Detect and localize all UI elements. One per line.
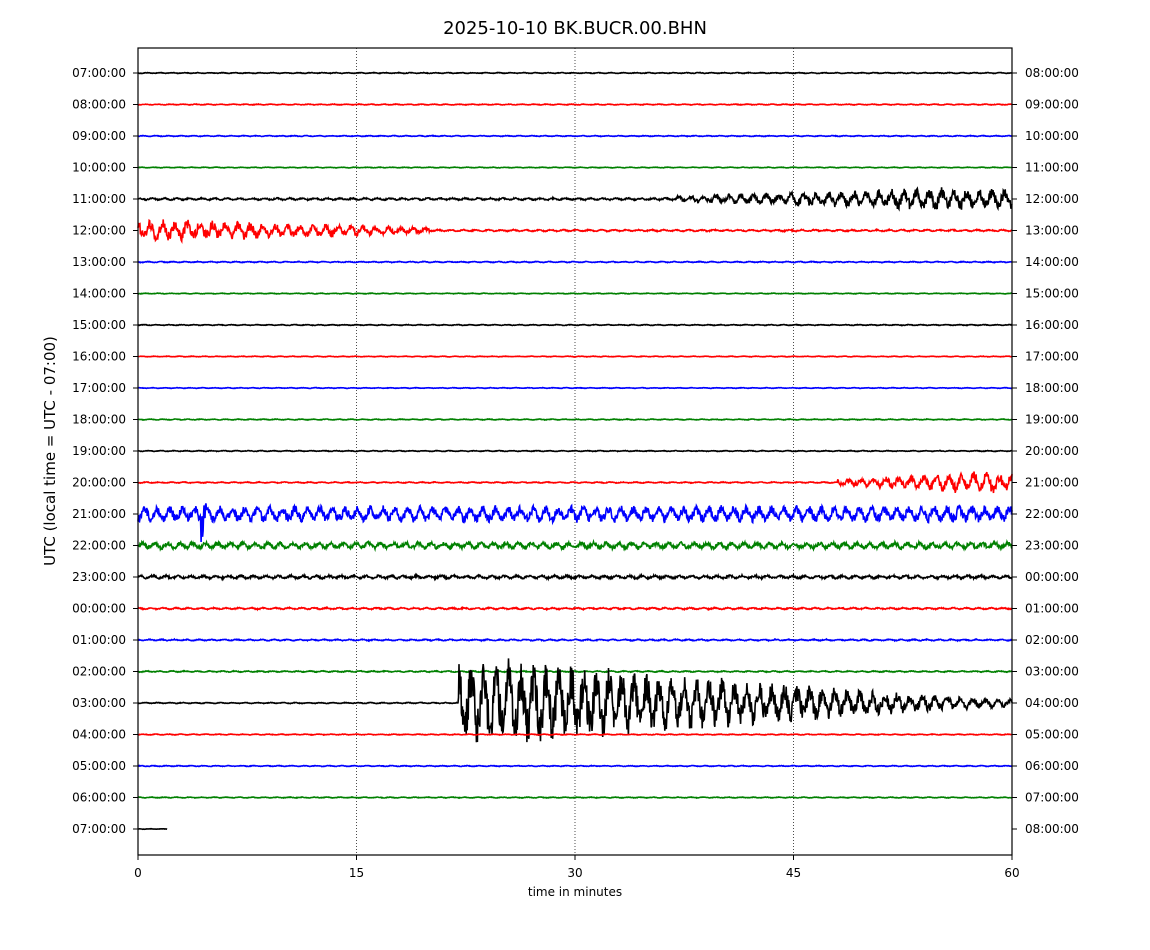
x-tick-label: 15 — [349, 866, 364, 880]
trace-line — [138, 732, 1013, 737]
x-tick-label: 60 — [1004, 866, 1019, 880]
trace-line — [137, 186, 1013, 212]
right-tick-label: 03:00:00 — [1025, 665, 1079, 679]
left-tick-label: 11:00:00 — [72, 192, 126, 206]
right-tick-label: 17:00:00 — [1025, 350, 1079, 364]
right-tick-label: 00:00:00 — [1025, 570, 1079, 584]
left-tick-label: 08:00:00 — [72, 98, 126, 112]
right-tick-label: 06:00:00 — [1025, 759, 1079, 773]
left-tick-label: 19:00:00 — [72, 444, 126, 458]
chart-title: 2025-10-10 BK.BUCR.00.BHN — [443, 18, 707, 39]
left-tick-label: 23:00:00 — [72, 570, 126, 584]
right-tick-label: 10:00:00 — [1025, 129, 1079, 143]
trace-line — [137, 292, 1012, 295]
y-axis-label: UTC (local time = UTC - 07:00) — [41, 336, 59, 566]
x-tick-label: 30 — [567, 866, 582, 880]
right-tick-label: 11:00:00 — [1025, 161, 1079, 175]
trace-line — [137, 323, 1013, 327]
right-tick-label: 07:00:00 — [1025, 791, 1079, 805]
trace-line — [137, 669, 1013, 674]
trace-line — [137, 417, 1013, 422]
left-tick-label: 10:00:00 — [72, 161, 126, 175]
seismogram-traces — [137, 71, 1013, 831]
x-tick-label: 45 — [786, 866, 801, 880]
plot-frame — [137, 47, 1013, 856]
left-tick-label: 03:00:00 — [72, 696, 126, 710]
right-tick-label: 15:00:00 — [1025, 287, 1079, 301]
trace-line — [137, 134, 1013, 138]
right-tick-label: 13:00:00 — [1025, 224, 1079, 238]
right-tick-label: 08:00:00 — [1025, 66, 1079, 80]
trace-line — [137, 605, 1013, 612]
left-tick-label: 00:00:00 — [72, 602, 126, 616]
trace-line — [137, 795, 1013, 800]
left-tick-label: 21:00:00 — [72, 507, 126, 521]
trace-line — [137, 764, 1013, 768]
left-tick-label: 16:00:00 — [72, 350, 126, 364]
right-tick-label: 23:00:00 — [1025, 539, 1079, 553]
right-tick-label: 09:00:00 — [1025, 98, 1079, 112]
right-tick-label: 19:00:00 — [1025, 413, 1079, 427]
x-axis-label: time in minutes — [528, 885, 622, 899]
right-tick-label: 21:00:00 — [1025, 476, 1079, 490]
right-tick-label: 18:00:00 — [1025, 381, 1079, 395]
trace-line — [137, 471, 1013, 494]
right-tick-label: 01:00:00 — [1025, 602, 1079, 616]
x-axis-ticks: 0 15 30 45 60 — [134, 855, 1020, 880]
right-tick-label: 02:00:00 — [1025, 633, 1079, 647]
left-tick-label: 12:00:00 — [72, 224, 126, 238]
left-tick-label: 06:00:00 — [72, 791, 126, 805]
left-tick-label: 07:00:00 — [72, 822, 126, 836]
left-tick-label: 17:00:00 — [72, 381, 126, 395]
right-tick-label: 08:00:00 — [1025, 822, 1079, 836]
trace-line — [137, 827, 168, 831]
left-tick-label: 04:00:00 — [72, 728, 126, 742]
trace-line — [137, 502, 1013, 543]
left-tick-label: 02:00:00 — [72, 665, 126, 679]
right-time-ticks: 08:00:00 09:00:00 10:00:00 11:00:00 12:00:00… — [1012, 66, 1079, 836]
left-tick-label: 09:00:00 — [72, 129, 126, 143]
right-tick-label: 20:00:00 — [1025, 444, 1079, 458]
trace-line — [137, 572, 1013, 582]
x-tick-label: 0 — [134, 866, 142, 880]
left-tick-label: 22:00:00 — [72, 539, 126, 553]
left-tick-label: 01:00:00 — [72, 633, 126, 647]
right-tick-label: 12:00:00 — [1025, 192, 1079, 206]
left-tick-label: 07:00:00 — [72, 66, 126, 80]
trace-line — [137, 260, 1013, 264]
right-tick-label: 22:00:00 — [1025, 507, 1079, 521]
trace-line — [137, 102, 1013, 107]
trace-line — [137, 637, 1013, 643]
right-tick-label: 16:00:00 — [1025, 318, 1079, 332]
left-tick-label: 05:00:00 — [72, 759, 126, 773]
right-tick-label: 14:00:00 — [1025, 255, 1079, 269]
trace-line — [137, 658, 1013, 743]
trace-line — [137, 386, 1012, 390]
left-tick-label: 20:00:00 — [72, 476, 126, 490]
trace-line — [138, 355, 1013, 358]
right-tick-label: 04:00:00 — [1025, 696, 1079, 710]
left-tick-label: 15:00:00 — [72, 318, 126, 332]
trace-line — [138, 166, 1013, 169]
left-tick-label: 13:00:00 — [72, 255, 126, 269]
right-tick-label: 05:00:00 — [1025, 728, 1079, 742]
left-time-ticks: 07:00:00 08:00:00 09:00:00 10:00:00 11:00:00… — [72, 66, 138, 836]
left-tick-label: 18:00:00 — [72, 413, 126, 427]
trace-line — [137, 71, 1013, 75]
trace-line — [137, 218, 1013, 244]
left-tick-label: 14:00:00 — [72, 287, 126, 301]
trace-line — [137, 449, 1013, 453]
trace-line — [137, 538, 1013, 553]
